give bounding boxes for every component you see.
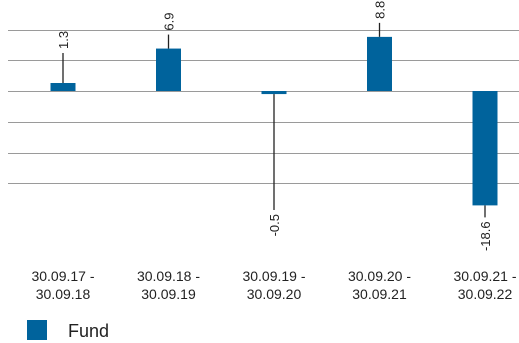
- x-tick-label: 30.09.21 -30.09.22: [453, 268, 516, 302]
- legend-label: Fund: [68, 321, 109, 341]
- bar: [472, 91, 498, 206]
- bar: [50, 83, 76, 91]
- bar: [156, 48, 181, 91]
- data-label: 8.8: [373, 1, 388, 19]
- data-label: 1.3: [56, 31, 71, 49]
- x-tick-label: 30.09.17 -30.09.18: [31, 268, 94, 302]
- bar: [367, 36, 392, 91]
- legend-swatch: [27, 320, 47, 340]
- data-label: 6.9: [162, 12, 177, 30]
- data-label: -0.5: [267, 214, 282, 236]
- x-tick-label: 30.09.19 -30.09.20: [242, 268, 305, 302]
- data-label: -18.6: [478, 221, 493, 251]
- x-tick-label: 30.09.18 -30.09.19: [137, 268, 200, 302]
- bar: [261, 91, 287, 95]
- x-tick-label: 30.09.20 -30.09.21: [348, 268, 411, 302]
